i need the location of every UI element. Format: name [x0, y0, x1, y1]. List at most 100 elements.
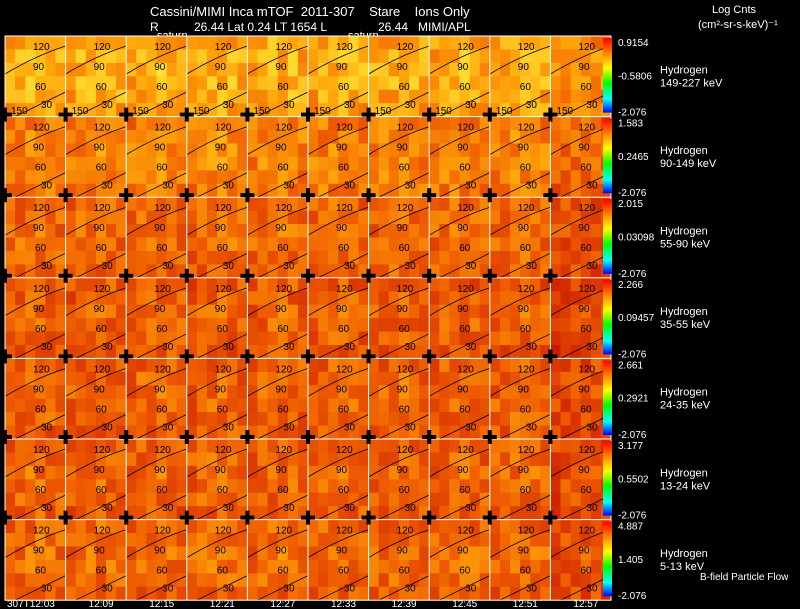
contour-label-120: 120: [94, 364, 111, 375]
colorbar-min-label: -2.076: [618, 511, 647, 522]
panel-r6-c8: 120 90 60 30: [489, 519, 551, 601]
contour-label-90: 90: [154, 143, 166, 154]
contour-label-30: 30: [223, 261, 235, 272]
contour-label-90: 90: [397, 223, 409, 234]
contour-line: [4, 206, 66, 236]
contour-line: [307, 45, 369, 75]
contour-line: [368, 448, 430, 478]
contour-label-60: 60: [35, 404, 47, 415]
position-readout: 26.44 Lat 0.24 LT 1654 L: [194, 20, 328, 34]
contour-label-90: 90: [154, 62, 166, 73]
panel-r5-c8: 120 90 60 30: [489, 439, 551, 520]
contour-label-120: 120: [154, 42, 171, 53]
panel-r2-c0: 120 90 60 30: [4, 197, 66, 279]
contour-line: [247, 529, 309, 558]
contour-label-60: 60: [580, 485, 592, 496]
panel-r3-c5: 120 90 60 30: [307, 277, 369, 359]
contour-label-60: 60: [338, 324, 350, 335]
contour-line: [368, 529, 430, 558]
panel-r3-c6: 120 90 60 30: [368, 277, 430, 359]
contour-line: [499, 172, 551, 198]
panel-r1-c5: 120 90 60 30: [307, 116, 369, 198]
contour-label-60: 60: [35, 82, 47, 93]
contour-label-30: 30: [223, 503, 235, 514]
contour-label-60: 60: [35, 566, 47, 577]
colorbar-6: [603, 521, 612, 597]
contour-label-60: 60: [35, 324, 47, 335]
contour-label-30: 30: [162, 181, 174, 192]
contour-label-60: 60: [459, 485, 471, 496]
contour-label-60: 60: [217, 243, 229, 254]
l-shell-readout: 26.44 MIMI/APL: [378, 20, 471, 34]
contour-label-150: 150: [435, 106, 452, 117]
contour-line: [317, 575, 369, 601]
contour-line: [489, 45, 551, 75]
panel-r5-c4: 120 90 60 30: [247, 439, 309, 520]
time-tick-label: 12:15: [149, 599, 174, 609]
cross-marker: [0, 107, 12, 122]
contour-label-60: 60: [156, 163, 168, 174]
contour-line: [4, 368, 66, 397]
panel-r0-c3: 120 90 60 30 150: [186, 36, 248, 117]
contour-label-120: 120: [518, 203, 535, 214]
contour-line: [196, 575, 248, 601]
contour-line: [4, 529, 66, 558]
contour-line: [439, 172, 490, 198]
contour-label-60: 60: [459, 82, 471, 93]
contour-line: [317, 172, 369, 198]
colorbar-max-label: 0.9154: [618, 38, 649, 49]
contour-label-30: 30: [283, 261, 295, 272]
panel-r1-c6: 120 90 60 30: [368, 116, 430, 198]
contour-label-60: 60: [459, 243, 471, 254]
contour-line: [125, 206, 187, 236]
energy-range-label: 13-24 keV: [660, 480, 711, 492]
contour-label-120: 120: [275, 445, 292, 456]
panel-r0-c6: 120 90 60 30 150: [368, 36, 430, 117]
panel-r5-c9: 120 90 60 30: [550, 439, 612, 520]
panel-r6-c0: 120 90 60 30: [4, 519, 66, 601]
units-label: Log Cnts: [712, 4, 757, 16]
contour-label-120: 120: [33, 445, 50, 456]
colorbar-min-label: -2.076: [618, 188, 647, 199]
species-label: Hydrogen: [660, 145, 708, 157]
contour-line: [65, 368, 127, 397]
contour-label-60: 60: [520, 82, 532, 93]
cross-marker: [119, 268, 134, 283]
contour-label-120: 120: [397, 445, 414, 456]
panel-r3-c3: 120 90 60 30: [186, 277, 248, 359]
contour-label-60: 60: [580, 163, 592, 174]
panel-r0-c4: 120 90 60 30 150: [247, 36, 309, 117]
species-label: Hydrogen: [660, 64, 708, 76]
contour-label-120: 120: [33, 364, 50, 375]
contour-label-120: 120: [518, 42, 535, 53]
contour-label-30: 30: [162, 100, 174, 111]
contour-label-120: 120: [457, 364, 474, 375]
panel-r4-c2: 120 90 60 30: [125, 358, 188, 440]
cross-marker: [301, 510, 315, 525]
contour-line: [428, 368, 490, 397]
contour-label-60: 60: [217, 404, 229, 415]
contour-label-60: 60: [277, 163, 289, 174]
contour-line: [247, 368, 309, 397]
contour-label-120: 120: [215, 526, 232, 537]
contour-label-30: 30: [586, 181, 598, 192]
contour-line: [196, 333, 248, 359]
contour-label-60: 60: [338, 82, 350, 93]
panel-r4-c1: 120 90 60 30: [65, 358, 127, 440]
contour-label-120: 120: [397, 42, 414, 53]
contour-label-120: 120: [275, 42, 292, 53]
cross-marker: [482, 188, 497, 203]
colorbar-mid-label: 0.03098: [618, 233, 655, 244]
contour-label-30: 30: [526, 342, 538, 353]
panel-r2-c5: 120 90 60 30: [307, 197, 369, 279]
contour-label-60: 60: [520, 404, 532, 415]
cross-marker: [482, 107, 497, 122]
contour-line: [75, 172, 127, 198]
panel-r3-c8: 120 90 60 30: [489, 277, 551, 359]
contour-line: [257, 91, 309, 117]
contour-line: [14, 414, 66, 440]
panel-r2-c6: 120 90 60 30: [368, 197, 430, 279]
cross-marker: [301, 107, 315, 122]
contour-label-120: 120: [275, 203, 292, 214]
colorbar-max-label: 2.661: [618, 360, 643, 371]
